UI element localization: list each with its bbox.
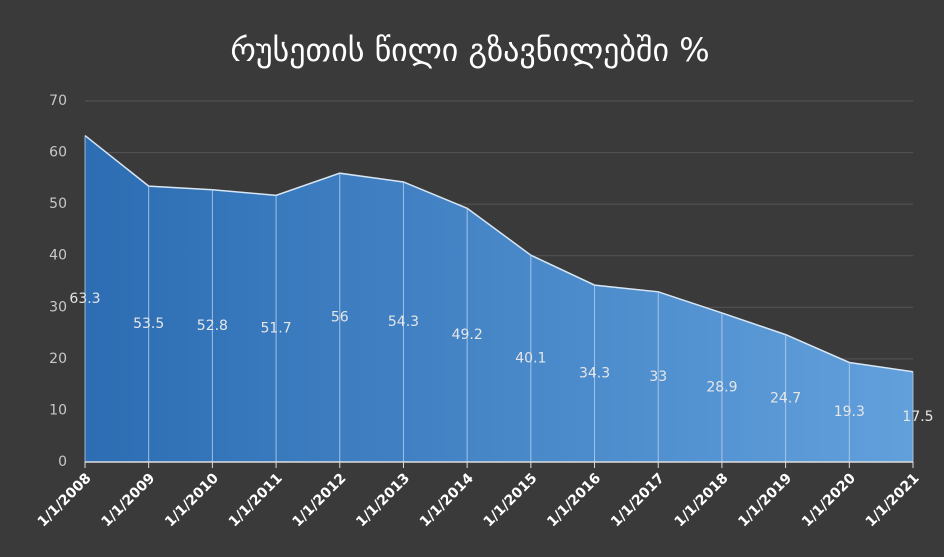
data-label: 53.5 — [133, 316, 164, 332]
data-label: 40.1 — [515, 351, 546, 367]
area-outline — [84, 134, 914, 373]
data-label: 52.8 — [197, 318, 228, 334]
data-label: 56 — [331, 310, 349, 326]
data-label: 54.3 — [388, 314, 419, 330]
y-tick-label: 10 — [49, 402, 67, 418]
data-label: 17.5 — [902, 409, 933, 425]
data-label: 19.3 — [834, 404, 865, 420]
y-tick-label: 60 — [49, 145, 67, 161]
chart-title: რუსეთის წილი გზავნილებში % — [230, 31, 709, 69]
data-label: 24.7 — [770, 390, 801, 406]
data-label: 63.3 — [69, 291, 100, 307]
y-tick-label: 50 — [49, 196, 67, 212]
data-label: 33 — [649, 369, 667, 385]
area — [85, 135, 913, 462]
y-tick-label: 30 — [49, 299, 67, 315]
data-label: 34.3 — [579, 366, 610, 382]
data-label: 49.2 — [452, 327, 483, 343]
y-tick-label: 40 — [49, 248, 67, 264]
y-tick-label: 20 — [49, 351, 67, 367]
y-tick-label: 0 — [58, 454, 67, 470]
data-label: 51.7 — [260, 321, 291, 337]
y-tick-label: 70 — [49, 93, 67, 109]
data-label: 28.9 — [706, 379, 737, 395]
